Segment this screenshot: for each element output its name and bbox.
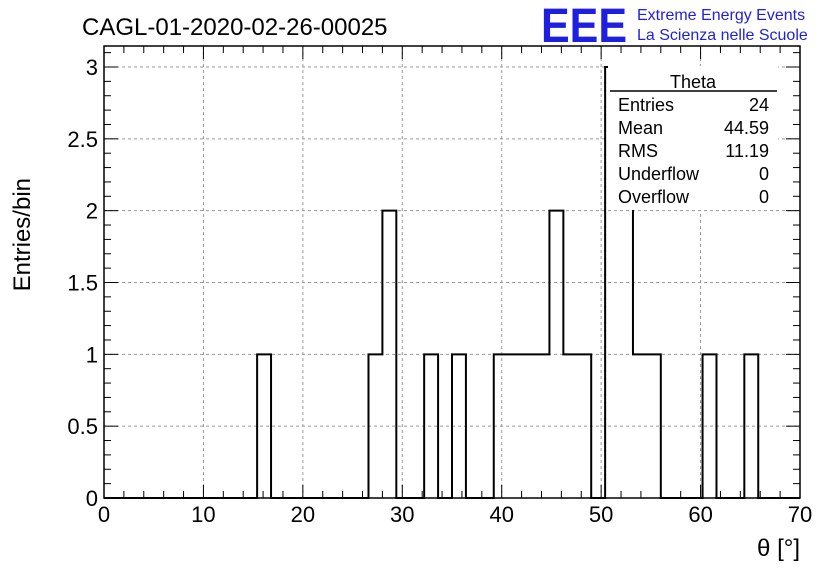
stats-value-overflow: 0	[759, 187, 769, 207]
x-tick-label-7: 70	[788, 502, 812, 527]
stats-value-rms: 11.19	[725, 141, 769, 161]
y-tick-label-4: 2	[86, 199, 98, 224]
x-tick-label-3: 30	[390, 502, 414, 527]
stats-label-overflow: Overflow	[618, 187, 690, 207]
stats-value-mean: 44.59	[724, 118, 769, 138]
y-tick-label-2: 1	[86, 342, 98, 367]
y-tick-label-6: 3	[86, 55, 98, 80]
plot-frame	[103, 45, 801, 499]
stats-value-underflow: 0	[759, 164, 769, 184]
stats-label-underflow: Underflow	[618, 164, 700, 184]
eee-tagline-1: Extreme Energy Events	[637, 7, 805, 24]
y-tick-label-3: 1.5	[67, 271, 98, 296]
stats-box-rows: Entries 24 Mean 44.59 RMS 11.19 Underflow 0 Over…	[618, 95, 769, 207]
histogram-outline	[104, 66, 800, 499]
x-tick-label-6: 60	[688, 502, 712, 527]
run-title: CAGL-01-2020-02-26-00025	[82, 14, 388, 41]
stats-box: Theta Entries 24 Mean 44.59 RMS 11.19 Underflo…	[608, 66, 778, 210]
stats-value-entries: 24	[749, 95, 769, 115]
stats-label-mean: Mean	[618, 118, 663, 138]
stats-box-background	[608, 66, 778, 210]
y-tick-label-5: 2.5	[67, 127, 98, 152]
stats-box-title: Theta	[670, 72, 717, 92]
x-tick-label-4: 40	[489, 502, 513, 527]
x-tick-label-5: 50	[589, 502, 613, 527]
y-axis-title: Entries/bin	[9, 178, 36, 291]
eee-logo-letters: EEE	[541, 0, 627, 53]
x-tick-label-0: 0	[98, 502, 110, 527]
y-axis: 0 0.5 1 1.5 2 2.5 3	[67, 52, 800, 511]
stats-label-rms: RMS	[618, 141, 658, 161]
eee-logo: EEE Extreme Energy Events La Scienza nel…	[541, 0, 808, 53]
eee-tagline-2: La Scienza nelle Scuole	[637, 27, 808, 44]
x-tick-label-2: 20	[291, 502, 315, 527]
y-tick-label-1: 0.5	[67, 414, 98, 439]
x-axis-title: θ [°]	[757, 535, 800, 562]
x-axis: 0 10 20 30 40 50 60 70	[98, 46, 812, 527]
x-tick-label-1: 10	[191, 502, 215, 527]
stats-label-entries: Entries	[618, 95, 674, 115]
y-tick-label-0: 0	[86, 486, 98, 511]
